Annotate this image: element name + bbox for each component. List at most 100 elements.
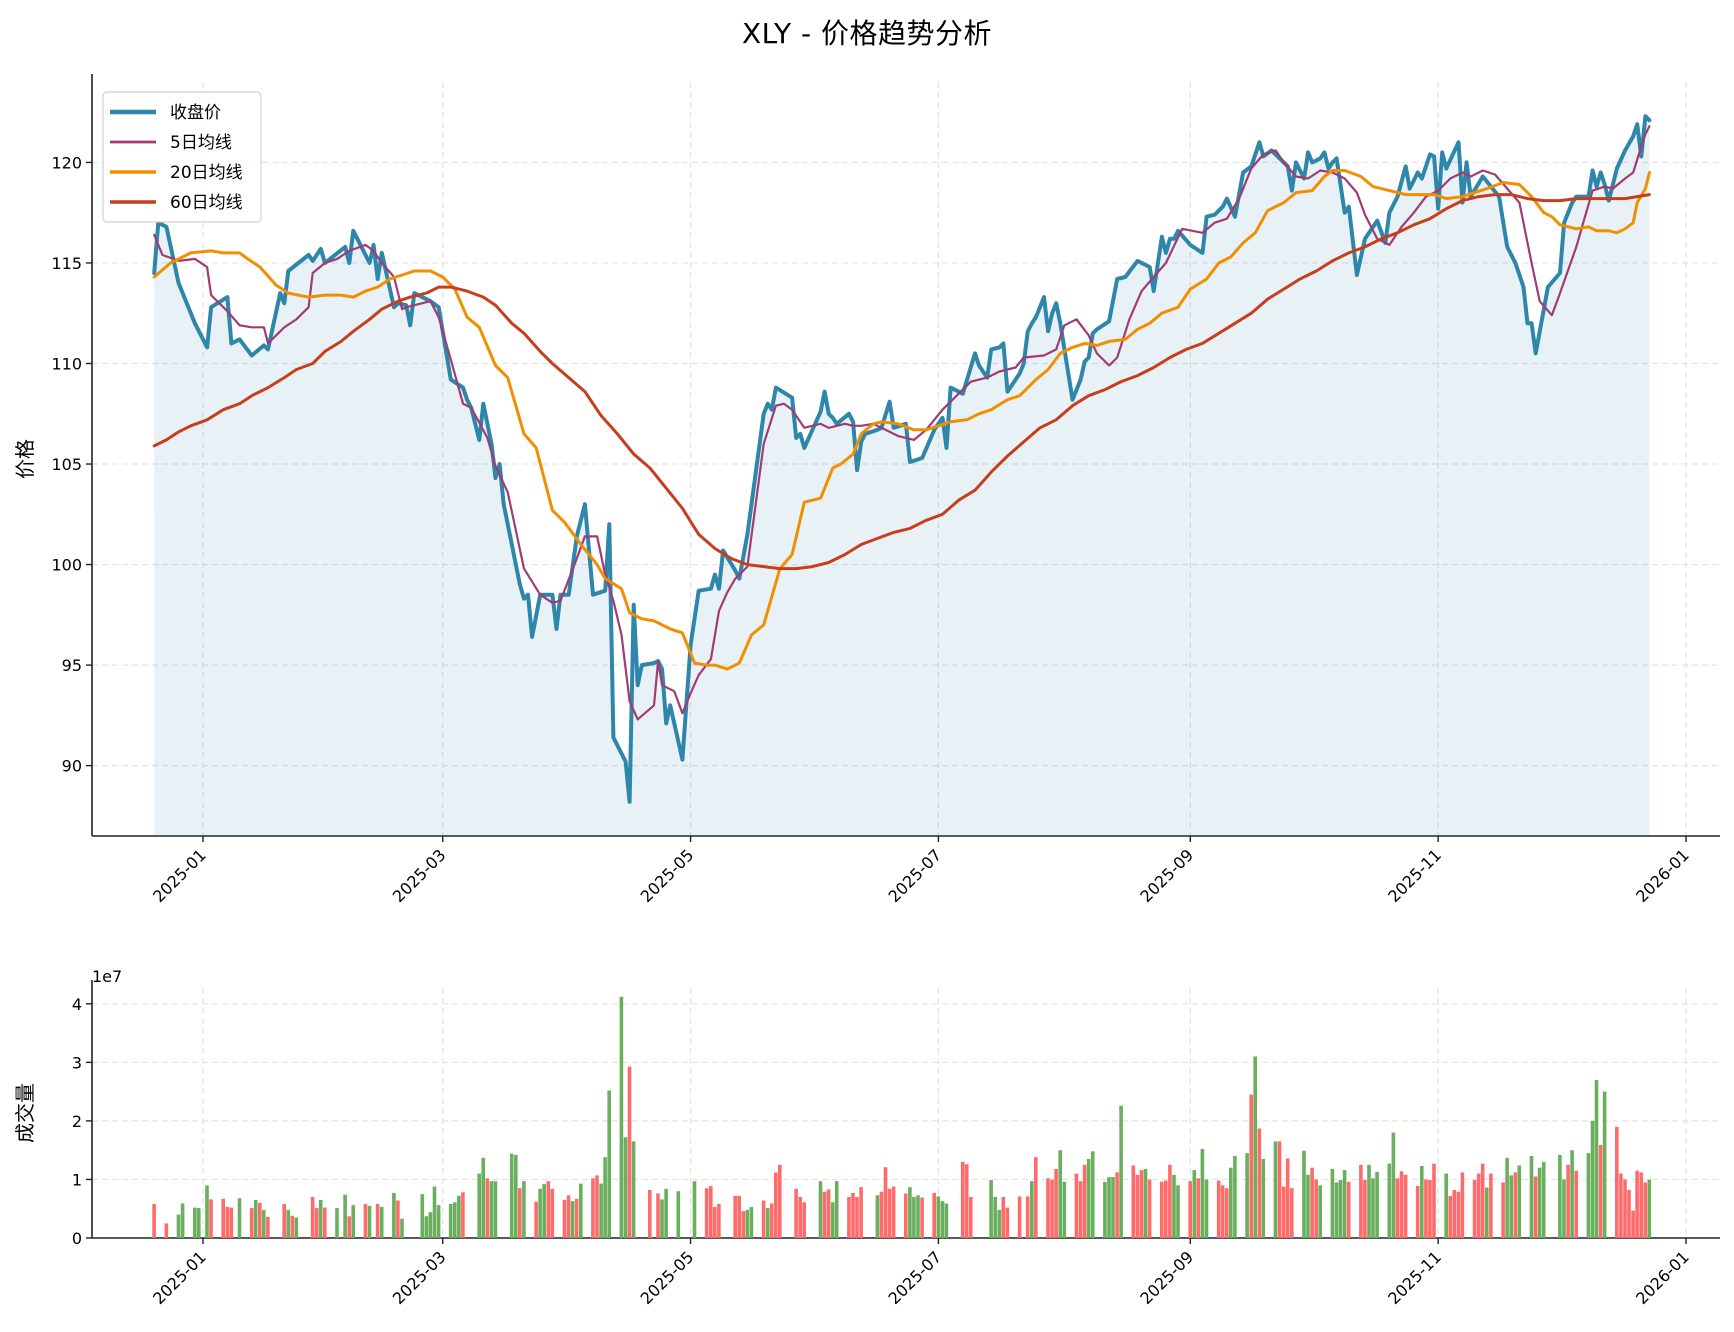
volume-bar [1082,1164,1087,1238]
volume-bar [1334,1182,1339,1238]
volume-bar [1424,1179,1428,1238]
volume-bar [761,1200,766,1238]
volume-bar [1030,1181,1034,1238]
volume-bar [294,1217,299,1238]
volume-bar [936,1196,941,1238]
volume-bar [599,1183,603,1238]
volume-bar [944,1203,949,1238]
volume-bar [481,1157,485,1238]
volume-bar [1034,1157,1038,1238]
volume-bar [514,1154,518,1238]
volume-bar [290,1215,295,1238]
volume-bar [1277,1141,1282,1238]
volume-bar [1631,1210,1635,1238]
volume-bar [940,1201,945,1238]
volume-bar [1310,1167,1314,1238]
volume-bar [1147,1179,1152,1238]
volume-bar [1074,1173,1079,1238]
volume-bar [741,1211,746,1238]
volume-bar [1172,1174,1176,1238]
volume-bar [1594,1079,1599,1238]
volume-bar [660,1199,664,1238]
volume-bar [1444,1173,1448,1238]
volume-bar [1086,1159,1091,1238]
volume-bar [1115,1172,1119,1238]
volume-bar [1635,1170,1639,1238]
volume-bar [591,1178,595,1238]
volume-bar [737,1195,741,1238]
volume-bar [822,1191,827,1238]
volume-bar [266,1216,270,1238]
volume-bar [595,1175,599,1238]
y-axis-label: 价格 [13,439,37,479]
legend-box [102,91,262,223]
volume-bar [1448,1195,1452,1238]
volume-bar [1330,1168,1335,1238]
volume-bar [1598,1144,1603,1238]
volume-bar [1480,1163,1485,1238]
x-tick-label: 2025-11 [1384,1247,1445,1308]
volume-bar [648,1190,652,1238]
volume-bar [1143,1168,1148,1238]
volume-bar [989,1180,993,1238]
volume-bar [1306,1174,1310,1238]
volume-bar [1017,1196,1022,1238]
chart-title: XLY - 价格趋势分析 [741,17,993,50]
volume-bar [164,1223,169,1238]
x-tick-label: 2025-01 [149,1247,210,1308]
volume-bar [1460,1172,1465,1238]
volume-bar [209,1199,213,1238]
volume-bar [960,1161,965,1238]
volume-bar [448,1204,453,1238]
volume-bar [522,1181,526,1238]
legend-label: 5日均线 [170,133,232,153]
volume-bar [1489,1173,1493,1238]
volume-bar [1456,1191,1461,1238]
x-tick-label: 2026-01 [1632,1247,1693,1308]
y-axis-label: 成交量 [13,1083,37,1143]
volume-bar [229,1207,234,1238]
volume-bar [1513,1172,1518,1238]
volume-bar [798,1197,802,1238]
x-tick-label: 2025-07 [885,845,946,906]
volume-bar [1574,1170,1578,1238]
volume-bar [1643,1182,1648,1238]
volume-bar [847,1197,851,1238]
volume-bar [1176,1185,1180,1238]
legend-label: 收盘价 [170,103,221,123]
volume-bar [1403,1174,1408,1238]
volume-bar [1505,1157,1509,1238]
y-tick-label: 2 [72,1112,82,1131]
volume-bar [176,1214,181,1238]
volume-bar [1200,1149,1205,1238]
volume-bar [1005,1207,1010,1238]
volume-bar [1602,1091,1607,1238]
volume-bar [818,1181,823,1238]
volume-bar [1188,1181,1192,1238]
volume-bar [1229,1167,1233,1238]
volume-bar [542,1184,546,1238]
volume-panel: 0 1 2 3 4 2025-01 2025-03 2025-05 2025-07 2025-09… [13,967,1720,1308]
volume-bar [1363,1180,1367,1238]
volume-bar [363,1204,368,1238]
volume-bar [997,1209,1002,1238]
volume-bar [676,1191,681,1238]
volume-bar [205,1185,209,1238]
volume-bar [631,1141,636,1238]
volume-bar [1501,1182,1505,1238]
volume-bar [253,1199,258,1238]
x-tick-label: 2025-09 [1136,845,1197,906]
volume-bar [262,1209,266,1238]
volume-bar [375,1204,380,1238]
volume-bar [875,1195,880,1238]
y-tick-label: 90 [62,757,82,776]
volume-bar [570,1201,575,1238]
volume-bar [335,1208,339,1238]
volume-bar [1375,1171,1379,1238]
volume-bar [774,1172,778,1238]
volume-bar [1253,1056,1257,1238]
volume-bar [1509,1175,1513,1238]
volume-bar [323,1207,327,1238]
volume-bar [461,1192,465,1238]
volume-bar [424,1216,429,1238]
